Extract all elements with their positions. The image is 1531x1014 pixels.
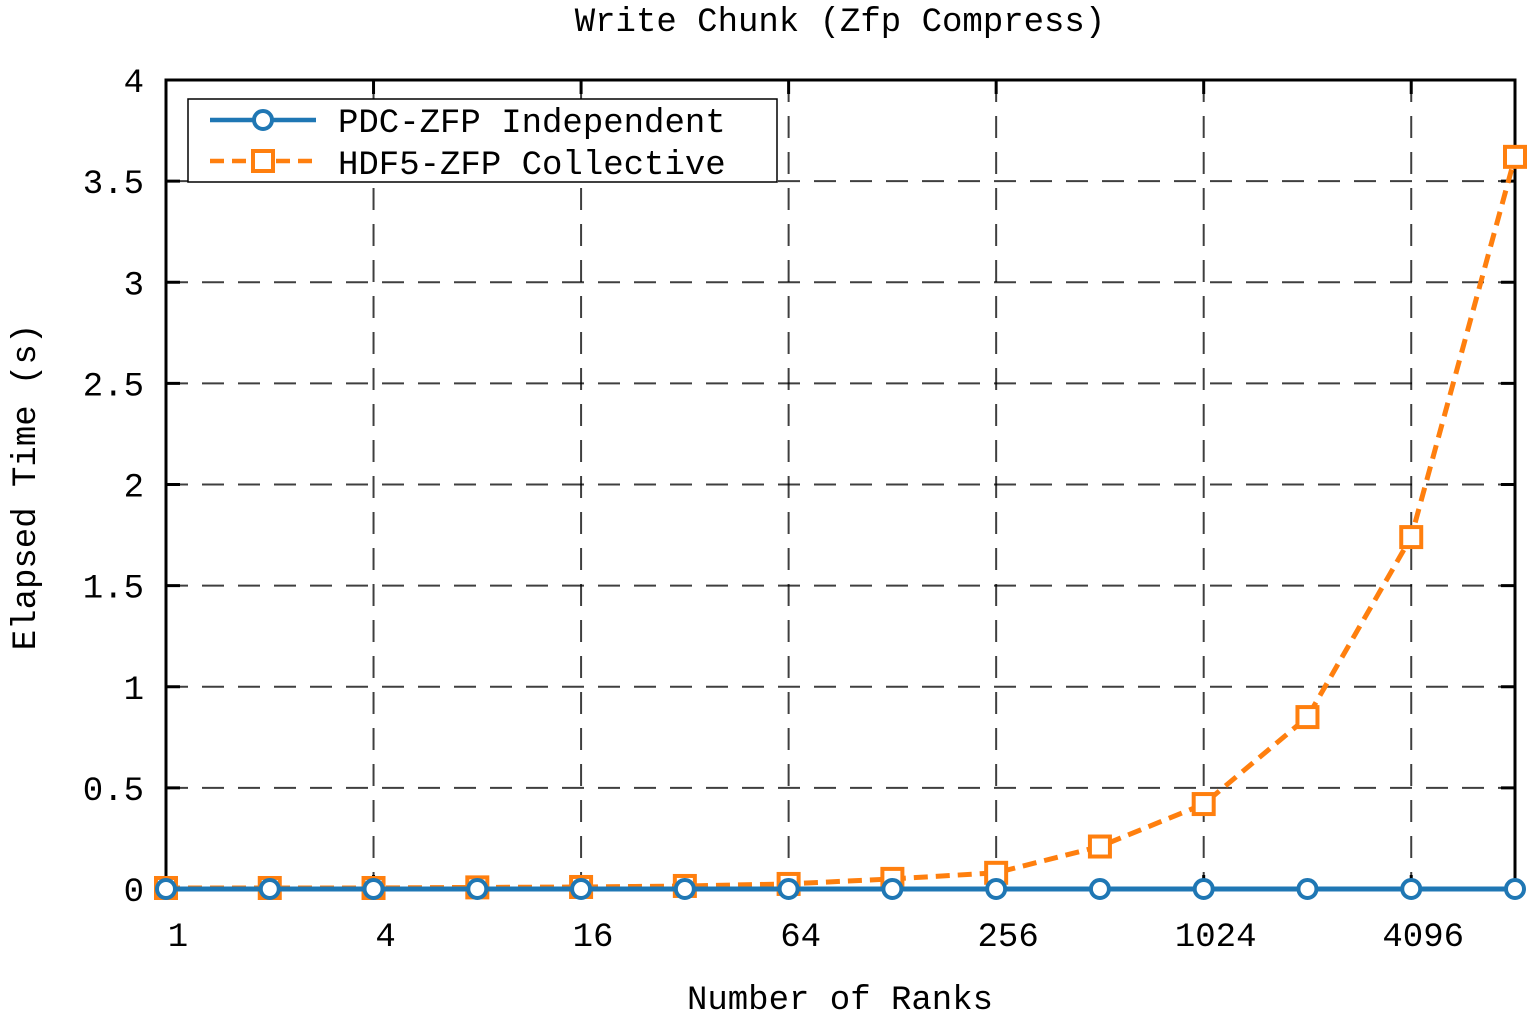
y-axis-ticks: 0 0.5 1 1.5 2 2.5 3 3.5 4 [83, 65, 1515, 912]
data-point-pdc [1192, 878, 1215, 900]
data-point-pdc [1296, 878, 1319, 900]
data-point-pdc [1088, 878, 1111, 900]
x-axis-label: Number of Ranks [687, 982, 993, 1014]
legend: PDC-ZFP Independent HDF5-ZFP Collective [187, 98, 778, 185]
data-point-pdc [155, 878, 177, 900]
data-point-pdc [1504, 878, 1526, 900]
data-point-pdc [985, 878, 1008, 900]
x-tick-label: 1024 [1175, 919, 1257, 957]
y-tick-label: 2.5 [83, 368, 144, 406]
x-tick-label: 4096 [1382, 919, 1464, 957]
data-point-hdf5 [1191, 792, 1216, 817]
data-point-pdc [1400, 878, 1423, 900]
data-point-pdc [466, 878, 489, 900]
y-tick-label: 2 [124, 470, 144, 508]
legend-box [187, 98, 778, 183]
data-point-pdc [362, 878, 385, 900]
data-point-pdc [570, 878, 593, 900]
y-axis-label: Elapsed Time (s) [8, 324, 46, 650]
grid-lines [166, 80, 1515, 889]
legend-label-hdf5: HDF5-ZFP Collective [338, 147, 726, 185]
x-tick-label: 1 [168, 919, 188, 957]
x-axis-ticks: 1 4 16 64 256 1024 4096 [164, 80, 1464, 957]
data-point-pdc [881, 878, 904, 900]
y-tick-label: 1.5 [83, 571, 144, 609]
y-tick-label: 4 [124, 65, 144, 103]
legend-marker-hdf5 [251, 149, 275, 173]
x-tick-label: 16 [573, 919, 614, 957]
data-point-pdc [673, 878, 696, 900]
y-tick-label: 3.5 [83, 166, 144, 204]
y-tick-label: 1 [124, 672, 144, 710]
plot-frame [164, 78, 1517, 891]
data-point-hdf5 [1399, 525, 1424, 550]
x-tick-label: 256 [978, 919, 1039, 957]
y-tick-label: 3 [124, 267, 144, 305]
x-tick-label: 4 [375, 919, 395, 957]
data-point-hdf5 [1503, 144, 1527, 169]
series-layer [154, 144, 1527, 900]
data-point-pdc [258, 878, 281, 900]
y-tick-label: 0 [124, 874, 144, 912]
y-tick-label: 0.5 [83, 773, 144, 811]
data-point-hdf5 [1087, 834, 1112, 859]
data-point-hdf5 [1295, 705, 1320, 730]
chart-title: Write Chunk (Zfp Compress) [575, 4, 1106, 42]
series-line-hdf5 [166, 156, 1518, 891]
legend-marker-pdc [252, 109, 274, 131]
x-tick-label: 64 [780, 919, 821, 957]
legend-label-pdc: PDC-ZFP Independent [338, 105, 726, 143]
data-point-pdc [777, 878, 800, 900]
